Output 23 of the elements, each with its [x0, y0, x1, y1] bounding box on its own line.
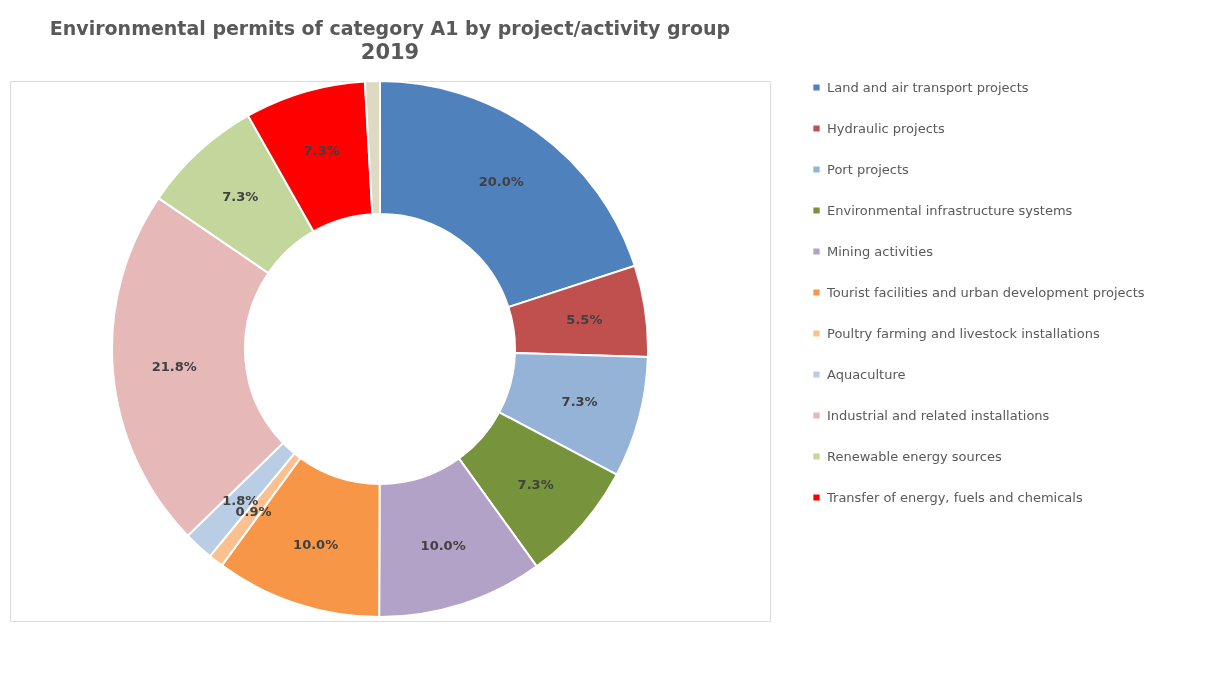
data-label: 7.3%: [222, 189, 259, 205]
legend-label: Renewable energy sources: [827, 448, 1002, 464]
data-label: 20.0%: [478, 173, 524, 189]
data-label: 7.3%: [561, 393, 598, 409]
chart-subtitle: 2019: [360, 40, 420, 64]
legend-label: Hydraulic projects: [827, 120, 945, 136]
legend-label: Aquaculture: [827, 366, 906, 382]
data-label: 1.8%: [222, 492, 259, 508]
data-label: 5.5%: [566, 311, 603, 327]
legend-label: Environmental infrastructure systems: [827, 202, 1073, 218]
data-label: 7.3%: [303, 142, 340, 158]
data-label: 10.0%: [420, 537, 466, 553]
data-label: 21.8%: [151, 358, 197, 374]
legend-label: Land and air transport projects: [827, 79, 1029, 95]
chart-title: Environmental permits of category A1 by project/activity group: [49, 17, 731, 39]
legend-label: Mining activities: [827, 243, 934, 259]
data-label: 7.3%: [517, 476, 554, 492]
data-label: 10.0%: [293, 537, 339, 553]
legend-label: Transfer of energy, fuels and chemicals: [826, 489, 1083, 505]
legend-label: Port projects: [827, 161, 910, 177]
legend-label: Tourist facilities and urban development projects: [826, 284, 1145, 300]
legend-label: Industrial and related installations: [827, 407, 1050, 423]
legend-label: Poultry farming and livestock installations: [827, 325, 1100, 341]
